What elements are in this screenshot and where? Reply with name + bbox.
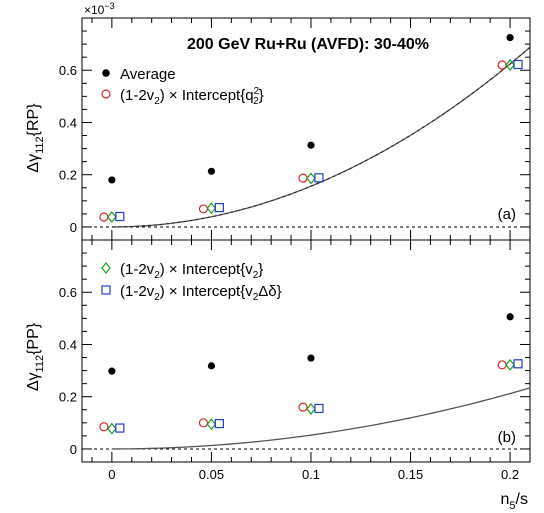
marker-v2 bbox=[107, 211, 117, 223]
legend-b: (1-2v2) × Intercept{v2} (1-2v2) × Interc… bbox=[101, 261, 282, 303]
marker-v2dd bbox=[214, 203, 224, 213]
legend-text-v2: (1-2v2) × Intercept{v2} bbox=[120, 261, 263, 281]
marker-average bbox=[307, 141, 315, 149]
marker-average bbox=[207, 362, 216, 370]
marker-q2 bbox=[198, 418, 209, 428]
x-tick-label: 0.2 bbox=[501, 467, 519, 482]
marker-v2dd bbox=[314, 403, 324, 414]
legend-marker-v2 bbox=[101, 262, 111, 274]
marker-average bbox=[108, 367, 116, 375]
marker-average bbox=[207, 167, 216, 175]
marker-v2dd bbox=[115, 423, 125, 433]
y-tick-label: 0 bbox=[70, 220, 77, 235]
panel-b-y-axis-label: Δγ112{PP} bbox=[25, 322, 46, 391]
legend-text-v2dd: (1-2v2) × Intercept{v2Δδ} bbox=[120, 283, 282, 303]
marker-average bbox=[307, 354, 315, 362]
marker-q2 bbox=[497, 60, 507, 70]
trend-curve bbox=[111, 387, 531, 450]
marker-v2 bbox=[206, 202, 217, 215]
x-tick-label: 0.1 bbox=[302, 467, 320, 482]
marker-v2 bbox=[505, 358, 515, 371]
legend-marker-average bbox=[102, 69, 110, 77]
chart-title: 200 GeV Ru+Ru (AVFD): 30-40% bbox=[187, 36, 429, 53]
x-tick-label: 0.15 bbox=[398, 467, 423, 482]
legend-a: Average (1-2v2) × Intercept{q2 2} bbox=[101, 66, 264, 107]
marker-q2 bbox=[198, 204, 209, 214]
legend-marker-v2dd bbox=[101, 285, 111, 295]
marker-v2 bbox=[505, 59, 515, 71]
marker-q2 bbox=[298, 173, 308, 183]
marker-q2 bbox=[99, 422, 109, 432]
marker-v2dd bbox=[513, 59, 523, 70]
marker-q2 bbox=[99, 212, 109, 222]
marker-v2 bbox=[306, 172, 316, 185]
panel-a-y-axis-label: Δγ112{RP} bbox=[25, 103, 46, 173]
panel-b-frame bbox=[81, 239, 531, 463]
marker-average bbox=[506, 313, 514, 321]
x-tick-label: 0 bbox=[108, 467, 115, 482]
marker-v2dd bbox=[513, 359, 523, 369]
marker-average bbox=[108, 176, 116, 184]
panel-a: 0 0.2 0.4 0.6 bbox=[59, 17, 531, 240]
marker-v2 bbox=[306, 403, 316, 415]
y-tick-label: 0.4 bbox=[59, 337, 77, 352]
y-tick-label: 0.6 bbox=[59, 285, 77, 300]
y-tick-label: 0 bbox=[70, 442, 77, 457]
legend-marker-q2 bbox=[101, 89, 111, 99]
marker-v2dd bbox=[115, 211, 125, 222]
marker-v2 bbox=[107, 422, 117, 435]
exponent-label: ×10−3 bbox=[84, 1, 115, 17]
marker-v2dd bbox=[214, 419, 224, 429]
panel-a-label: (a) bbox=[498, 206, 516, 223]
panel-b: 0 0.2 0.4 0.6 0 0.05 0.1 0.15 0.2 bbox=[59, 239, 531, 482]
marker-average bbox=[506, 33, 514, 42]
y-tick-label: 0.4 bbox=[59, 115, 77, 130]
y-tick-label: 0.2 bbox=[59, 168, 77, 183]
panel-b-label: (b) bbox=[498, 429, 516, 446]
marker-v2 bbox=[206, 418, 217, 431]
legend-text-q2: (1-2v2) × Intercept{q2 2} bbox=[120, 86, 264, 107]
marker-q2 bbox=[497, 360, 507, 370]
x-axis-label: n5/s bbox=[501, 491, 528, 512]
y-tick-label: 0.6 bbox=[59, 63, 77, 78]
marker-q2 bbox=[298, 402, 308, 412]
marker-v2dd bbox=[314, 173, 324, 183]
x-tick-label: 0.05 bbox=[199, 467, 224, 482]
legend-text-average: Average bbox=[120, 66, 176, 83]
y-tick-label: 0.2 bbox=[59, 390, 77, 405]
